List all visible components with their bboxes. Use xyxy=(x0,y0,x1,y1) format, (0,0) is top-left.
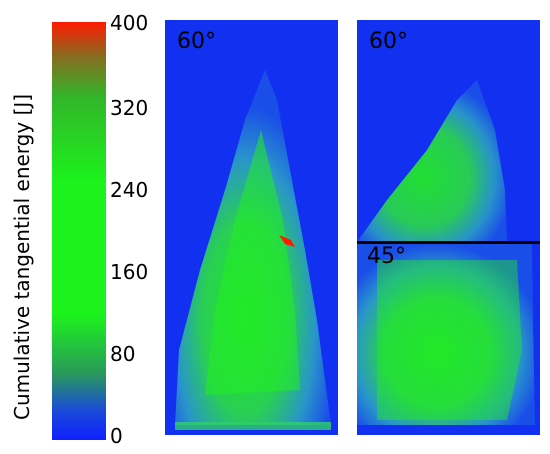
panel-right-angle-label-bottom: 45° xyxy=(367,244,406,269)
colorbar-tick-320: 320 xyxy=(110,96,149,120)
panel-right: 60° 45° xyxy=(357,20,540,435)
panel-right-energy-field xyxy=(357,80,535,425)
interface-line xyxy=(357,241,540,244)
colorbar-axis-label: Cumulative tangential energy [J] xyxy=(10,93,34,420)
panel-left-angle-label: 60° xyxy=(177,29,216,54)
colorbar-tick-80: 80 xyxy=(110,342,136,366)
peak-marker xyxy=(279,235,295,247)
panel-right-angle-label-top: 60° xyxy=(369,29,408,54)
colorbar-tick-160: 160 xyxy=(110,260,149,284)
colorbar-tick-0: 0 xyxy=(110,424,123,448)
panel-left-energy-field xyxy=(175,70,331,430)
colorbar xyxy=(52,22,106,440)
panel-left: 60° xyxy=(165,20,338,435)
colorbar-tick-400: 400 xyxy=(110,11,149,35)
colorbar-tick-240: 240 xyxy=(110,178,149,202)
